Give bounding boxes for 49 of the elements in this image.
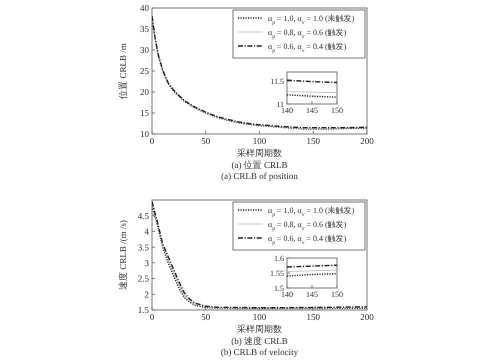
legend-label: α$_{p}$ = 0.6, α$_{v}$ = 0.4 (触发) xyxy=(268,42,347,54)
y-tick-label: 15 xyxy=(140,108,150,118)
x-tick-label: 100 xyxy=(252,312,267,322)
y-tick-label: 2 xyxy=(144,289,149,300)
text: (b) CRLB of velocity xyxy=(220,347,299,357)
y-tick-label: 1.55 xyxy=(270,268,284,278)
y-tick-label: 10 xyxy=(140,129,150,140)
text: (a) 位置 CRLB xyxy=(232,160,288,170)
x-tick-label: 150 xyxy=(331,106,343,115)
y-axis-title: 速度 CRLB /(m /s) xyxy=(118,220,128,290)
x-tick-label: 150 xyxy=(306,312,320,322)
x-tick-label: 140 xyxy=(281,290,293,299)
y-tick-label: 25 xyxy=(140,66,150,76)
x-tick-label: 200 xyxy=(360,312,374,322)
y-tick-label: 4 xyxy=(144,226,150,237)
y-tick-label: 40 xyxy=(140,3,150,14)
text: (a) CRLB of position xyxy=(221,171,298,181)
y-tick-label: 3 xyxy=(144,258,150,268)
y-axis-title: 位置 CRLB /m xyxy=(118,43,128,99)
x-axis-title: 采样周期数 xyxy=(237,324,282,334)
x-tick-label: 145 xyxy=(306,106,318,115)
x-tick-label: 150 xyxy=(331,290,343,299)
y-tick-label: 4.5 xyxy=(138,210,150,221)
text: (b) 速度 CRLB xyxy=(231,336,288,346)
x-tick-label: 145 xyxy=(306,290,318,299)
legend-label: α$_{p}$ = 0.6, α$_{v}$ = 0.4 (触发) xyxy=(268,234,347,246)
y-tick-label: 3.5 xyxy=(138,242,150,252)
y-tick-label: 1.6 xyxy=(274,254,284,263)
y-tick-label: 11.5 xyxy=(270,76,284,86)
y-tick-label: 11 xyxy=(276,100,284,109)
y-tick-label: 35 xyxy=(140,24,150,34)
x-tick-label: 50 xyxy=(201,136,211,146)
x-axis-title: 采样周期数 xyxy=(237,148,282,158)
x-tick-label: 0 xyxy=(150,136,155,146)
y-tick-label: 30 xyxy=(140,45,150,56)
x-tick-label: 0 xyxy=(150,312,155,322)
legend-label: α$_{p}$ = 1.0, α$_{v}$ = 1.0 (未触发) xyxy=(268,206,355,218)
x-tick-label: 140 xyxy=(281,106,293,115)
x-tick-label: 100 xyxy=(252,136,267,146)
y-tick-label: 20 xyxy=(140,87,150,98)
x-tick-label: 150 xyxy=(306,136,320,146)
x-tick-label: 200 xyxy=(360,136,374,146)
legend-label: α$_{p}$ = 0.8, α$_{v}$ = 0.6 (触发) xyxy=(268,28,347,40)
legend-label: α$_{p}$ = 0.8, α$_{v}$ = 0.6 (触发) xyxy=(268,220,347,232)
y-tick-label: 1.5 xyxy=(274,284,284,293)
x-tick-label: 50 xyxy=(201,312,211,322)
y-tick-label: 1.5 xyxy=(138,305,150,316)
legend-label: α$_{p}$ = 1.0, α$_{v}$ = 1.0 (未触发) xyxy=(268,14,355,26)
y-tick-label: 2.5 xyxy=(138,274,150,284)
